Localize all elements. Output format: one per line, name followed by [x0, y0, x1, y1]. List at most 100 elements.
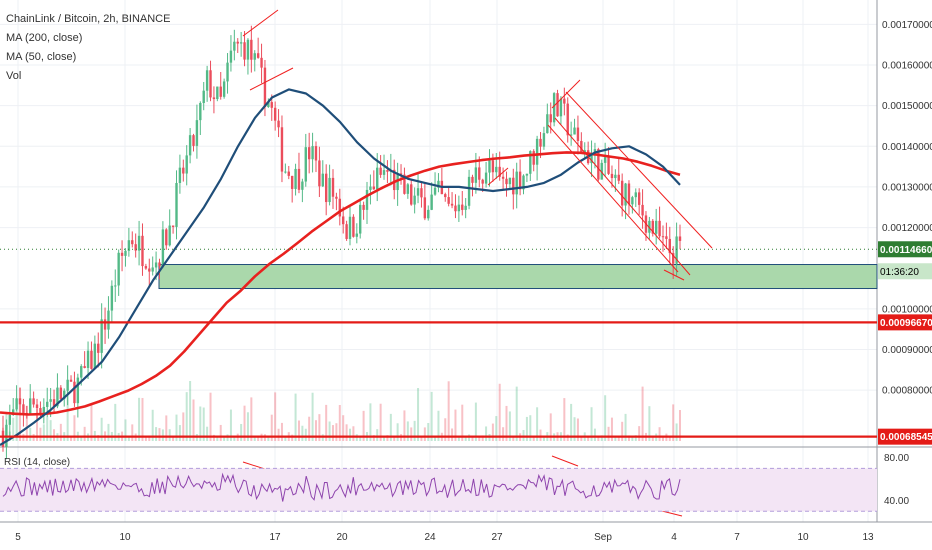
- candle-body-157: [535, 138, 539, 165]
- volume-bar-185: [631, 435, 634, 441]
- candle-body-125: [427, 209, 430, 219]
- price-tick-label: 0.00170000: [882, 20, 932, 31]
- candle-body-150: [512, 177, 515, 195]
- support-zone-rect: [158, 264, 878, 290]
- volume-bar-196: [668, 435, 671, 441]
- candle-body-83: [284, 171, 287, 173]
- candle-body-118: [403, 174, 406, 194]
- candle-body-67: [229, 50, 233, 63]
- candle-body-73: [250, 39, 253, 60]
- volume-bar-92: [314, 420, 317, 441]
- volume-bar-55: [189, 380, 192, 441]
- candle-body-186: [634, 192, 637, 198]
- volume-bar-187: [638, 426, 641, 441]
- candle-body-143: [488, 160, 491, 173]
- candle-body-47: [161, 229, 165, 267]
- volume-bar-43: [148, 435, 151, 441]
- candle-body-86: [294, 168, 297, 189]
- volume-bar-33: [114, 403, 117, 441]
- volume-bar-13: [46, 417, 49, 441]
- candle-body-198: [675, 236, 678, 264]
- candle-body-65: [222, 81, 226, 97]
- volume-bar-95: [325, 404, 328, 441]
- candle-body-72: [246, 39, 250, 60]
- candle-body-91: [311, 146, 314, 160]
- candle-body-123: [420, 188, 423, 198]
- time-tick-label: 24: [424, 532, 436, 543]
- candle-body-13: [46, 401, 49, 407]
- rsi-pane: RSI (14, close): [0, 457, 877, 512]
- volume-bar-26: [90, 404, 93, 441]
- legend-vol[interactable]: Vol: [6, 70, 22, 82]
- rsi-tick-label: 80.00: [884, 453, 909, 464]
- candle-body-39: [134, 244, 137, 251]
- candle-body-103: [352, 216, 355, 237]
- volume-bar-19: [66, 388, 69, 441]
- volume-bar-47: [161, 429, 164, 441]
- candle-body-61: [209, 70, 212, 98]
- volume-bar-156: [532, 436, 535, 441]
- candle-body-155: [529, 151, 532, 174]
- candle-body-190: [648, 220, 651, 233]
- volume-bar-111: [379, 403, 382, 441]
- ma50-polyline: [0, 88, 681, 446]
- volume-bar-148: [505, 405, 508, 441]
- trendline-top-2: [249, 67, 294, 91]
- time-tick-label: 10: [797, 532, 809, 543]
- volume-bar-98: [335, 423, 338, 441]
- candle-body-48: [165, 229, 168, 246]
- candle-body-26: [90, 350, 93, 369]
- trendline-mid: [487, 167, 509, 186]
- volume-bar-176: [600, 435, 603, 441]
- candle-body-110: [376, 167, 379, 190]
- support-1-badge: 0.00096670: [880, 318, 932, 329]
- candle-body-153: [522, 175, 525, 190]
- volume-bar-15: [53, 429, 56, 441]
- volume-bar-103: [352, 426, 355, 441]
- candle-body-105: [359, 204, 362, 234]
- candle-body-140: [478, 167, 481, 180]
- rsi-divergence-2: [551, 455, 579, 467]
- candle-body-101: [345, 224, 348, 239]
- candle-body-28: [97, 343, 100, 353]
- candle-body-109: [372, 186, 376, 190]
- volume-bar-71: [243, 405, 246, 441]
- volume-bar-4: [15, 408, 18, 441]
- legend-ma200[interactable]: MA (200, close): [6, 32, 83, 44]
- candle-body-3: [12, 409, 15, 416]
- price-tick-label: 0.00100000: [882, 304, 932, 315]
- volume-bar-49: [168, 429, 171, 441]
- candle-body-29: [100, 319, 103, 353]
- candle-body-14: [49, 399, 52, 402]
- volume-bar-126: [430, 391, 433, 441]
- volume-bar-139: [474, 402, 477, 441]
- candle-body-97: [331, 177, 335, 197]
- candle-body-40: [137, 235, 141, 251]
- volume-bar-115: [393, 436, 396, 441]
- candle-body-34: [117, 252, 120, 286]
- volume-bar-141: [481, 435, 484, 441]
- volume-bar-24: [83, 426, 86, 441]
- volume-bar-40: [138, 397, 141, 441]
- legend-ma50[interactable]: MA (50, close): [6, 51, 77, 63]
- candle-body-94: [321, 173, 324, 187]
- volume-bar-23: [80, 436, 83, 441]
- volume-bar-38: [131, 424, 134, 441]
- volume-bar-175: [597, 435, 600, 441]
- volume-bar-199: [679, 410, 681, 441]
- rsi-line: [2, 472, 681, 502]
- volume-bar-147: [502, 427, 505, 441]
- volume-bar-72: [246, 412, 249, 441]
- price-tick-label: 0.00120000: [882, 223, 932, 234]
- candle-body-179: [610, 173, 614, 179]
- volume-bar-109: [372, 435, 375, 441]
- candle-body-90: [307, 147, 311, 160]
- volume-bar-114: [389, 413, 392, 441]
- candle-body-95: [324, 173, 328, 203]
- legend-title[interactable]: ChainLink / Bitcoin, 2h, BINANCE: [6, 13, 171, 25]
- candle-body-71: [243, 42, 246, 60]
- time-tick-label: 7: [734, 532, 740, 543]
- candle-body-100: [342, 216, 345, 225]
